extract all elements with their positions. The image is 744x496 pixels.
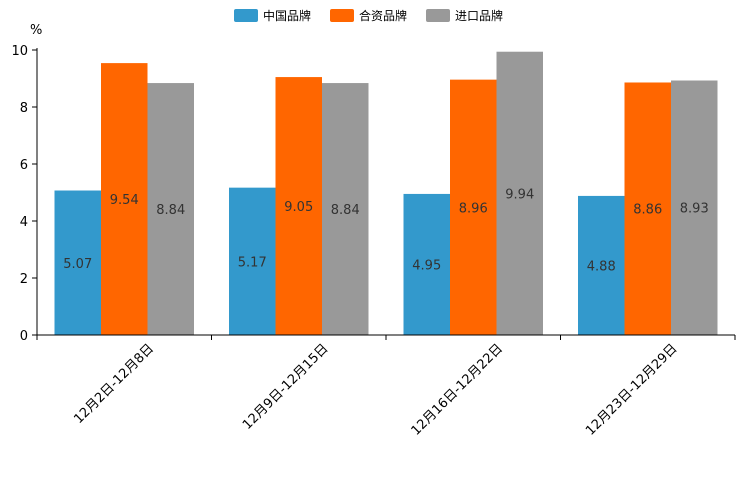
bar-1-1 [275,77,322,335]
legend-swatch-1 [330,9,354,22]
legend: 中国品牌 合资品牌 进口品牌 [234,8,503,23]
bar-label-2-2: 9.94 [505,187,534,202]
bar-2-2 [496,51,543,336]
bars: 5.07 9.54 8.84 5.17 9.05 8.84 4.95 8.96 9.94 4.88… [54,51,718,336]
legend-swatch-0 [234,9,258,22]
bar-label-0-3: 4.88 [587,259,616,274]
y-tick-label-10: 10 [11,44,28,59]
x-category-label-1: 12月9日-12月15日 [240,341,332,433]
y-tick-label-2: 2 [20,272,28,287]
legend-label-0: 中国品牌 [263,8,311,23]
bar-0-1 [229,187,276,335]
bar-0-3 [578,195,625,335]
bar-1-0 [101,63,148,336]
bar-label-1-3: 8.86 [633,203,662,218]
x-category-label-2: 12月16日-12月22日 [409,341,506,438]
bar-label-2-0: 8.84 [156,203,185,218]
bar-1-3 [624,82,671,336]
y-axis-unit-label: % [30,23,42,38]
legend-swatch-2 [426,9,450,22]
bar-label-2-3: 8.93 [680,202,709,217]
bar-label-2-1: 8.84 [331,203,360,218]
bar-0-0 [54,190,101,335]
bar-label-1-0: 9.54 [110,193,139,208]
x-category-label-0: 12月2日-12月8日 [71,341,157,427]
legend-label-2: 进口品牌 [455,9,503,23]
bar-label-1-2: 8.96 [459,201,488,216]
bar-label-1-1: 9.05 [284,200,313,215]
bar-1-2 [450,79,497,335]
y-tick-label-4: 4 [20,215,28,230]
y-tick-label-0: 0 [20,329,28,344]
bar-label-0-2: 4.95 [412,258,441,273]
y-tick-label-6: 6 [20,158,28,173]
legend-label-1: 合资品牌 [359,8,407,23]
bar-0-2 [403,193,450,335]
bar-2-1 [322,83,369,335]
x-axis: 12月2日-12月8日 12月9日-12月15日 12月16日-12月22日 12月2… [36,334,736,439]
bar-label-0-0: 5.07 [63,257,92,272]
bar-2-0 [147,83,194,335]
bar-2-3 [671,80,718,336]
y-tick-label-8: 8 [20,101,28,116]
y-axis: 0 2 4 6 8 10 [11,44,38,344]
bar-label-0-1: 5.17 [238,255,267,270]
x-category-label-3: 12月23日-12月29日 [583,341,680,438]
